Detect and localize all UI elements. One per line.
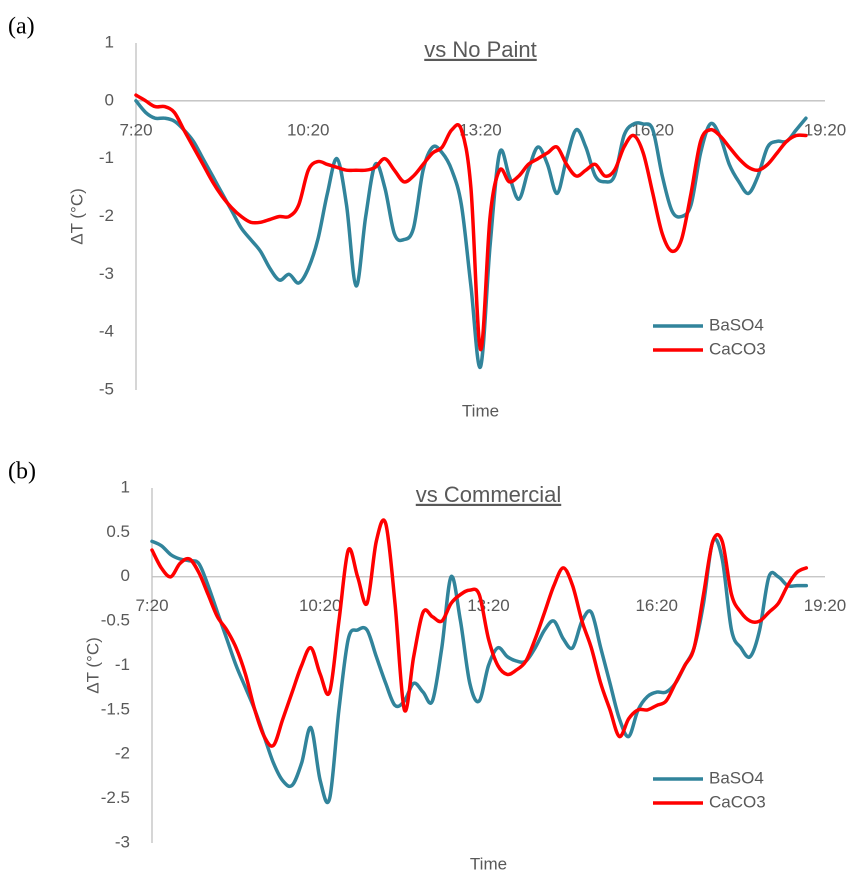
legend-label: CaCO3	[709, 339, 766, 358]
x-tick-label: 7:20	[119, 120, 152, 139]
y-tick-label: -0.5	[101, 611, 130, 630]
chart-title: vs Commercial	[416, 482, 561, 507]
y-tick-label: -1.5	[101, 699, 130, 718]
x-tick-label: 13:20	[467, 596, 510, 615]
chart-panel: (b) vs Commercial -3 -2.5 -2 -1.5 -1 -0.5 0 0.5 1 7…	[8, 459, 846, 872]
x-tick-label: 10:20	[287, 120, 330, 139]
x-tick-label: 19:20	[804, 596, 847, 615]
y-tick-label: -2.5	[101, 788, 130, 807]
chart-title: vs No Paint	[424, 37, 537, 62]
y-tick-label: -2	[115, 744, 130, 763]
y-tick-label: -3	[115, 832, 130, 851]
y-tick-label: -2	[99, 206, 114, 225]
legend-label: BaSO4	[709, 315, 764, 334]
x-tick-label: 13:20	[459, 120, 502, 139]
y-tick-label: 1	[105, 32, 114, 51]
y-tick-label: 0	[121, 566, 130, 585]
series-line	[134, 93, 808, 352]
x-tick-label: 7:20	[135, 596, 168, 615]
y-tick-label: -1	[99, 148, 114, 167]
y-tick-label: -1	[115, 655, 130, 674]
y-tick-label: -4	[99, 322, 114, 341]
y-tick-label: 0.5	[106, 522, 130, 541]
y-axis-label: ΔT (°C)	[83, 637, 102, 694]
y-tick-label: -5	[99, 379, 114, 398]
legend-label: BaSO4	[709, 768, 764, 787]
x-tick-label: 19:20	[804, 120, 847, 139]
x-tick-label: 16:20	[635, 596, 678, 615]
y-tick-label: 1	[121, 477, 130, 496]
series-line	[150, 518, 809, 748]
y-axis-label: ΔT (°C)	[67, 188, 86, 245]
panel-label: (a)	[8, 14, 35, 40]
x-axis-label: Time	[470, 854, 507, 872]
panel-label: (b)	[8, 459, 36, 485]
y-tick-label: 0	[105, 90, 114, 109]
x-axis-label: Time	[462, 401, 499, 420]
series-line	[134, 99, 808, 369]
chart-panel: (a) vs No Paint -5 -4 -3 -2 -1 0 1 7:20 10:20 13:20…	[8, 14, 846, 421]
y-tick-label: -3	[99, 264, 114, 283]
x-tick-label: 10:20	[299, 596, 342, 615]
series-line	[150, 537, 809, 805]
legend-label: CaCO3	[709, 792, 766, 811]
